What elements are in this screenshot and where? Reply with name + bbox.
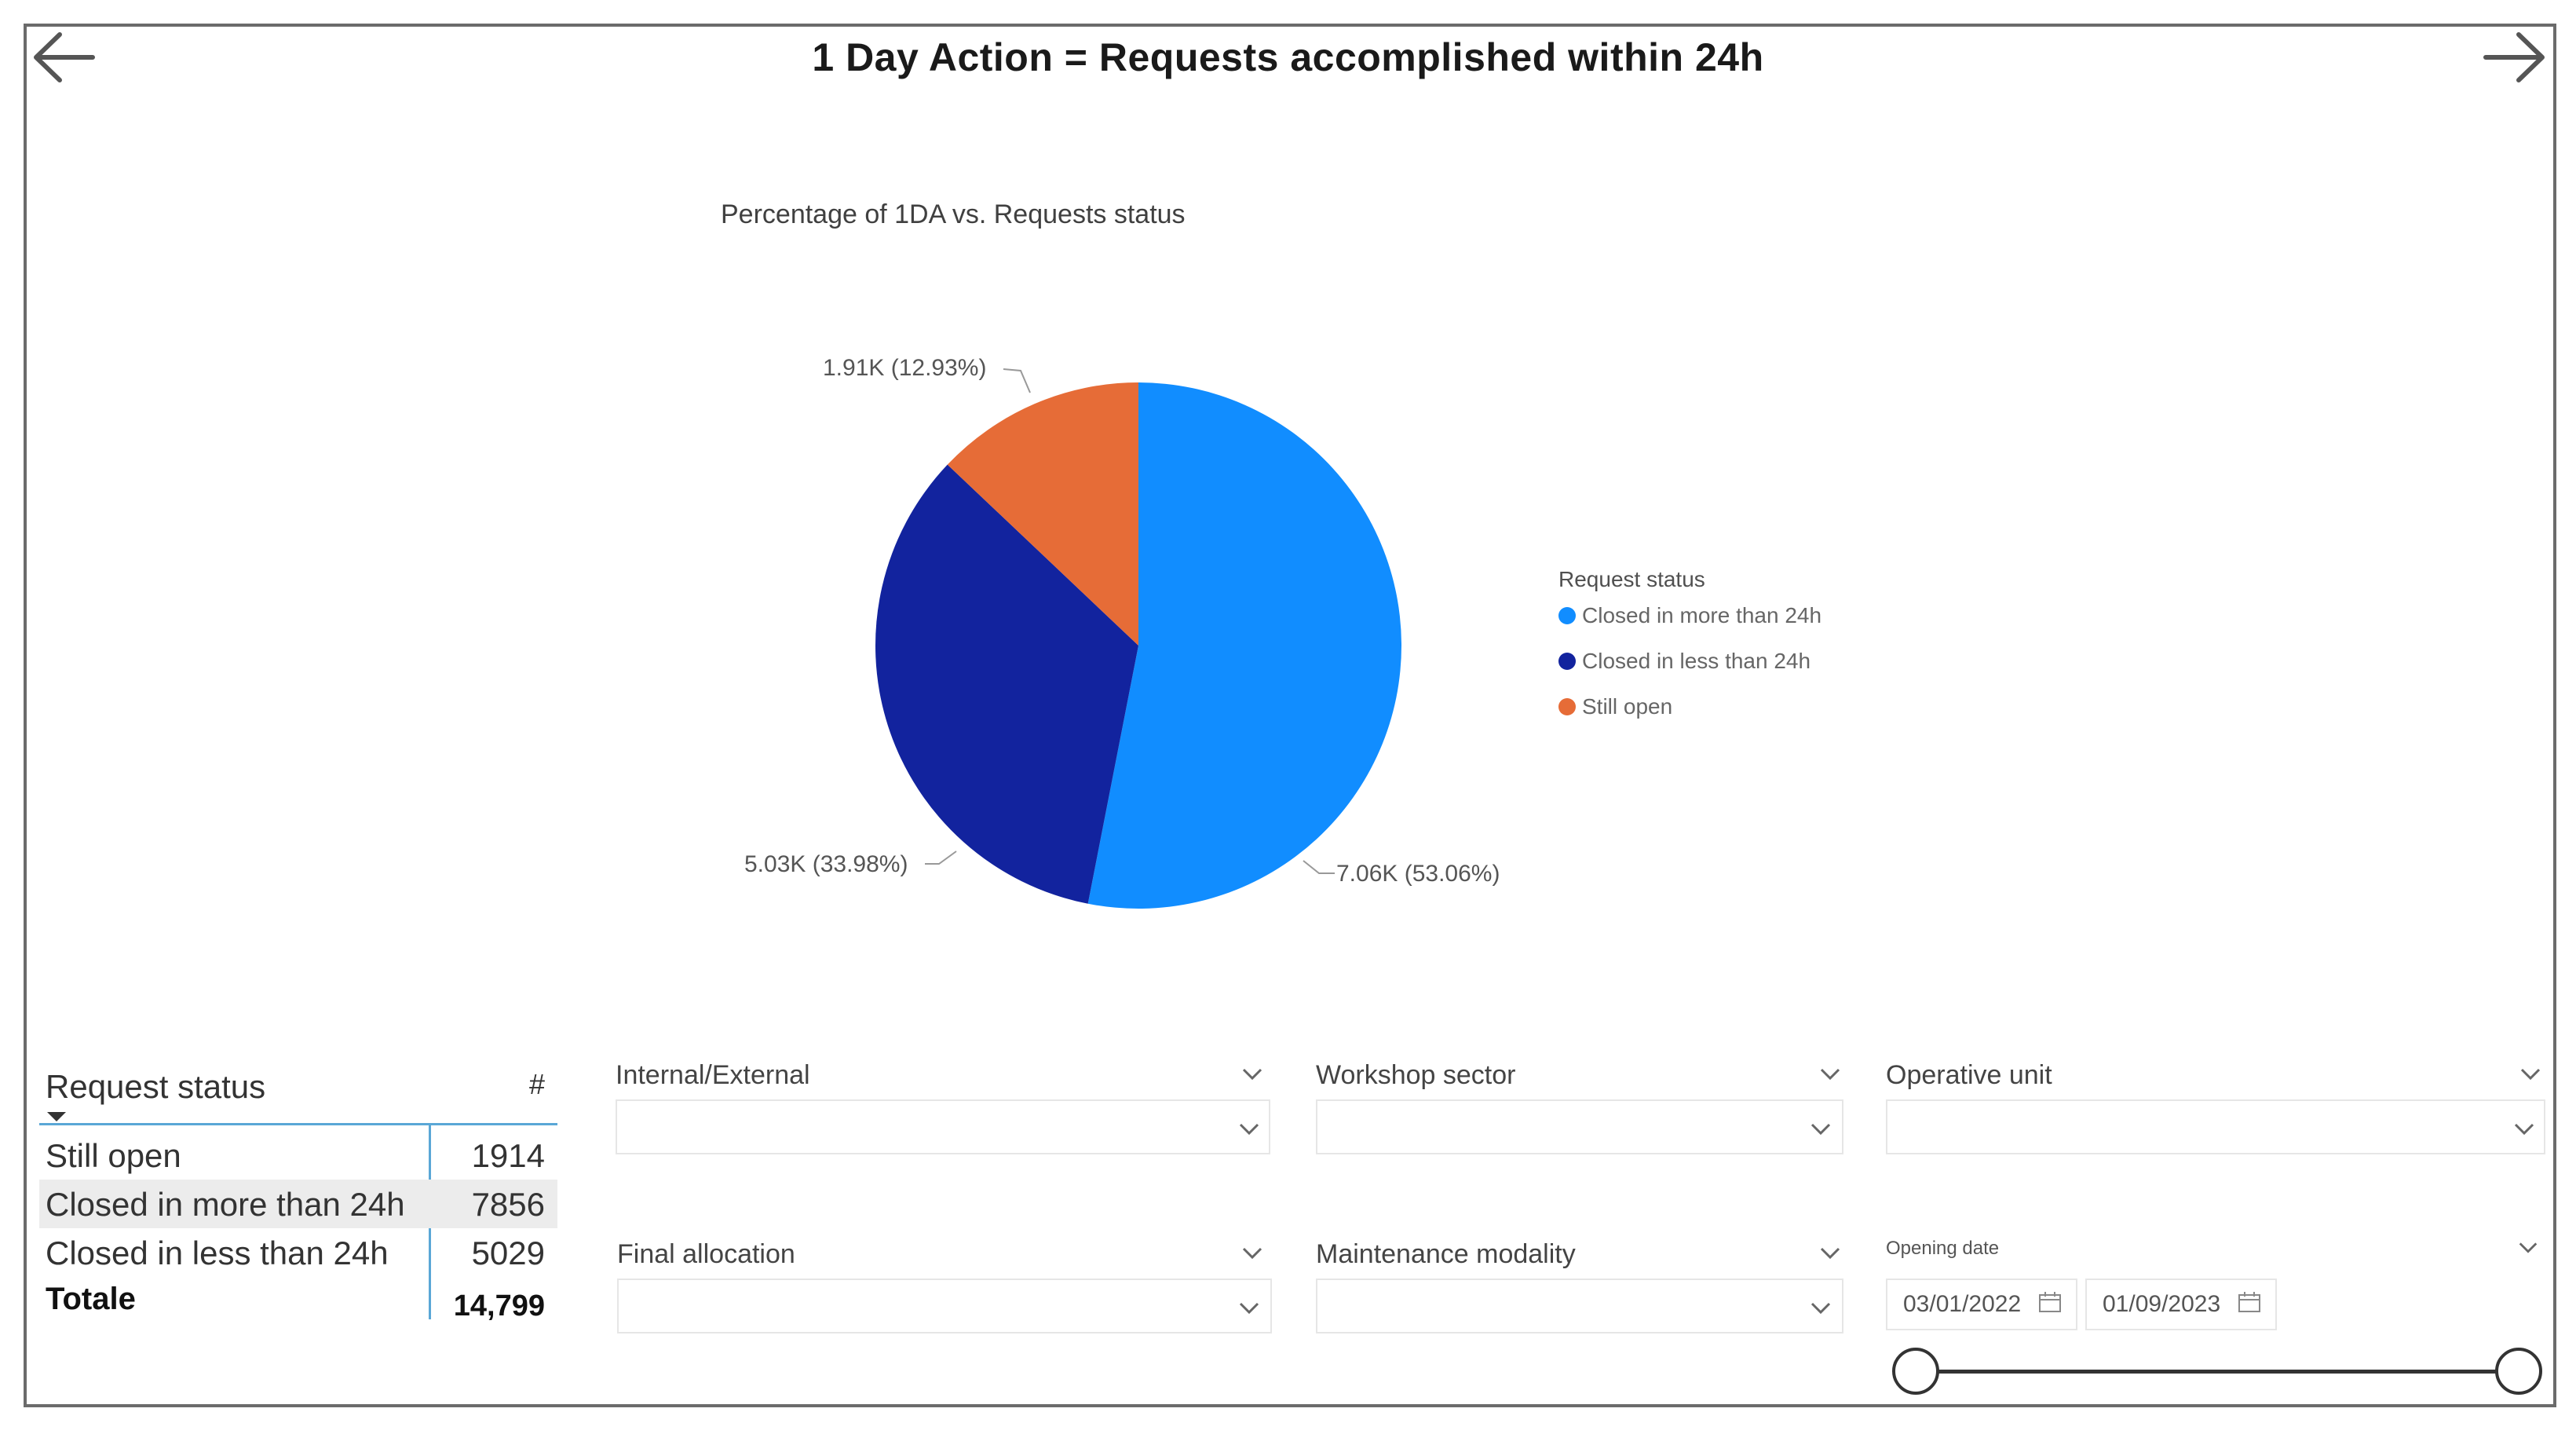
- table-row[interactable]: Closed in less than 24h 5029: [39, 1228, 557, 1277]
- legend-title: Request status: [1558, 567, 1705, 591]
- arrow-right-icon[interactable]: [2483, 30, 2547, 85]
- row-status: Closed in more than 24h: [46, 1186, 405, 1223]
- pie-slice-closed-more[interactable]: [1087, 382, 1401, 909]
- chevron-down-icon[interactable]: [2517, 1236, 2539, 1258]
- chevron-down-icon: [2512, 1117, 2536, 1140]
- row-count: 1914: [471, 1137, 545, 1174]
- chevron-down-icon: [1809, 1117, 1832, 1140]
- chevron-down-icon[interactable]: [1240, 1241, 1264, 1264]
- table-row[interactable]: Closed in more than 24h 7856: [39, 1180, 557, 1228]
- chevron-down-icon[interactable]: [2519, 1062, 2542, 1085]
- column-header-count[interactable]: #: [528, 1068, 545, 1100]
- calendar-icon[interactable]: [2238, 1291, 2261, 1313]
- legend-dot: [1558, 607, 1576, 624]
- pie-slice-still-open[interactable]: [947, 382, 1138, 646]
- slicer-label: Final allocation: [617, 1239, 795, 1269]
- end-date-input[interactable]: 01/09/2023: [2085, 1279, 2277, 1330]
- date-slicer-label: Opening date: [1886, 1238, 2000, 1259]
- slider-handle-end[interactable]: [2495, 1348, 2542, 1395]
- slider-handle-start[interactable]: [1892, 1348, 1939, 1395]
- chart-title: Percentage of 1DA vs. Requests status: [721, 199, 1186, 229]
- slicer-label: Operative unit: [1886, 1060, 2052, 1090]
- data-label-still-open: 1.91K (12.93%): [823, 355, 987, 381]
- arrow-left-icon[interactable]: [31, 30, 96, 85]
- date-range-slider-track[interactable]: [1916, 1370, 2519, 1374]
- chevron-down-icon: [1237, 1296, 1261, 1319]
- slicer-label: Workshop sector: [1316, 1060, 1516, 1090]
- calendar-icon[interactable]: [2038, 1291, 2062, 1313]
- leader-line-still-open: [1003, 368, 1031, 393]
- slicer-maintenance-modality: Maintenance modality: [1316, 1239, 1843, 1349]
- legend-dot: [1558, 698, 1576, 715]
- leader-line-closed-more: [1303, 860, 1335, 874]
- legend-item-closed-less[interactable]: Closed in less than 24h: [1558, 649, 1811, 674]
- slicer-operative-unit: Operative unit: [1886, 1060, 2545, 1170]
- slicer-workshop-sector: Workshop sector: [1316, 1060, 1843, 1170]
- slicer-internal-external: Internal/External: [616, 1060, 1270, 1170]
- row-count: 7856: [471, 1186, 545, 1223]
- total-label: Totale: [46, 1282, 136, 1316]
- slicer-dropdown[interactable]: [1316, 1279, 1843, 1333]
- total-value: 14,799: [453, 1290, 545, 1322]
- slicer-dropdown[interactable]: [617, 1279, 1272, 1333]
- slicer-final-allocation: Final allocation: [617, 1239, 1272, 1349]
- chevron-down-icon[interactable]: [1818, 1241, 1842, 1264]
- data-label-closed-more: 7.06K (53.06%): [1336, 861, 1500, 887]
- legend-label: Closed in more than 24h: [1582, 603, 1822, 627]
- sort-icon[interactable]: [47, 1112, 66, 1121]
- start-date-input[interactable]: 03/01/2022: [1886, 1279, 2077, 1330]
- column-header-status[interactable]: Request status: [46, 1068, 266, 1105]
- table-total-row: Totale 14,799: [39, 1277, 557, 1326]
- legend-item-still-open[interactable]: Still open: [1558, 694, 1672, 719]
- row-count: 5029: [471, 1235, 545, 1271]
- row-status: Still open: [46, 1137, 181, 1174]
- table-header: Request status #: [39, 1052, 557, 1125]
- data-label-closed-less: 5.03K (33.98%): [744, 851, 908, 877]
- row-status: Closed in less than 24h: [46, 1235, 389, 1271]
- slicer-dropdown[interactable]: [1316, 1099, 1843, 1154]
- page-title: 1 Day Action = Requests accomplished wit…: [812, 35, 1764, 79]
- slicer-label: Maintenance modality: [1316, 1239, 1576, 1269]
- legend-label: Still open: [1582, 694, 1673, 719]
- chevron-down-icon: [1237, 1117, 1261, 1140]
- slicer-label: Internal/External: [616, 1060, 810, 1090]
- end-date-value: 01/09/2023: [2103, 1291, 2221, 1317]
- start-date-value: 03/01/2022: [1903, 1291, 2022, 1317]
- legend-label: Closed in less than 24h: [1582, 649, 1811, 673]
- chevron-down-icon[interactable]: [1818, 1062, 1842, 1085]
- chevron-down-icon[interactable]: [1240, 1062, 1264, 1085]
- slicer-dropdown[interactable]: [1886, 1099, 2545, 1154]
- legend-dot: [1558, 653, 1576, 670]
- slicer-dropdown[interactable]: [616, 1099, 1270, 1154]
- table-row[interactable]: Still open 1914: [39, 1131, 557, 1180]
- pie-slice-closed-less[interactable]: [875, 464, 1138, 904]
- chevron-down-icon: [1809, 1296, 1832, 1319]
- legend-item-closed-more[interactable]: Closed in more than 24h: [1558, 603, 1821, 628]
- leader-line-closed-less: [925, 851, 957, 865]
